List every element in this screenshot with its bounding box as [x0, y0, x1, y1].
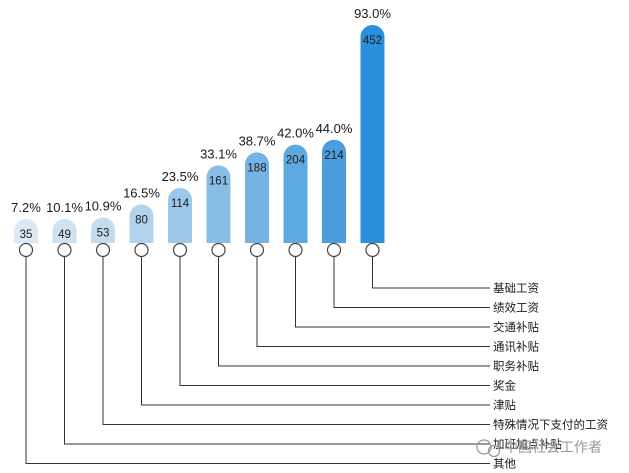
bar [206, 165, 231, 243]
leader-line [333, 257, 490, 308]
category-label: 职务补贴 [493, 359, 539, 373]
category-label: 基础工资 [493, 281, 539, 295]
value-label: 49 [58, 229, 71, 241]
leader-line [141, 257, 490, 406]
bars: 35 7.2% 49 10.1% 53 10.9% 80 16.5% 114 23.5% 161 33… [11, 6, 391, 258]
value-label: 204 [286, 155, 306, 167]
leader-line [256, 257, 490, 347]
bar-base-marker [365, 242, 380, 258]
bar-base [206, 231, 231, 243]
percent-label: 7.2% [11, 200, 41, 215]
percent-label: 33.1% [200, 146, 237, 161]
value-label: 80 [135, 214, 148, 226]
bar-base-marker [57, 242, 72, 258]
percent-label: 93.0% [354, 6, 391, 21]
bar-base-marker [249, 242, 265, 258]
category-label: 交通补贴 [493, 320, 539, 334]
bar [322, 139, 346, 243]
percent-label: 38.7% [239, 133, 276, 148]
leader-line [295, 257, 490, 328]
bar-base-marker [288, 242, 303, 258]
percent-label: 16.5% [123, 185, 160, 200]
leader-line [179, 257, 490, 386]
bar-base [129, 231, 154, 243]
percent-label: 10.1% [46, 200, 83, 215]
leader-line [372, 257, 490, 289]
category-label: 通讯补贴 [493, 340, 539, 354]
category-label: 绩效工资 [493, 301, 539, 315]
bar-base [52, 231, 77, 243]
bar [283, 144, 308, 243]
bar-base-marker [95, 242, 111, 258]
value-label: 53 [97, 227, 110, 239]
bar-base [91, 231, 115, 243]
bar-base [322, 231, 346, 243]
leader-lines [25, 257, 490, 464]
bar-base-marker [18, 242, 34, 258]
bar-base-marker [172, 242, 188, 258]
category-label: 津贴 [493, 398, 516, 412]
category-label: 加班加点补贴 [493, 437, 562, 451]
value-label: 214 [324, 150, 344, 162]
bar-base [283, 231, 308, 243]
bar-base-marker [211, 242, 226, 258]
leader-line [64, 257, 490, 445]
bar-base [14, 231, 38, 243]
bar [245, 152, 269, 243]
percent-label: 10.9% [85, 198, 122, 213]
watermark-text: 中国社会工作者 [504, 440, 602, 456]
value-label: 188 [247, 162, 266, 174]
value-label: 114 [171, 198, 190, 210]
percent-label: 23.5% [162, 169, 199, 184]
value-label: 452 [363, 35, 382, 47]
category-label: 其他 [493, 457, 516, 471]
bar-base [360, 231, 385, 243]
percent-label: 44.0% [316, 121, 353, 136]
watermark: 中国社会工作者 [476, 439, 602, 458]
leader-line [218, 257, 490, 367]
category-label: 奖金 [493, 379, 516, 393]
bar-base-marker [326, 242, 342, 258]
value-label: 35 [20, 229, 33, 241]
bar-base [168, 231, 192, 243]
bar-base-marker [134, 242, 149, 258]
leader-line [102, 257, 490, 425]
value-label: 161 [209, 175, 228, 187]
chat-bubble-icon [476, 439, 501, 458]
category-label: 特殊情况下支付的工资 [493, 418, 608, 432]
bar [168, 188, 192, 243]
bar [360, 25, 385, 243]
leader-line [25, 257, 490, 464]
bar-base [245, 231, 269, 243]
percent-label: 42.0% [277, 126, 314, 141]
